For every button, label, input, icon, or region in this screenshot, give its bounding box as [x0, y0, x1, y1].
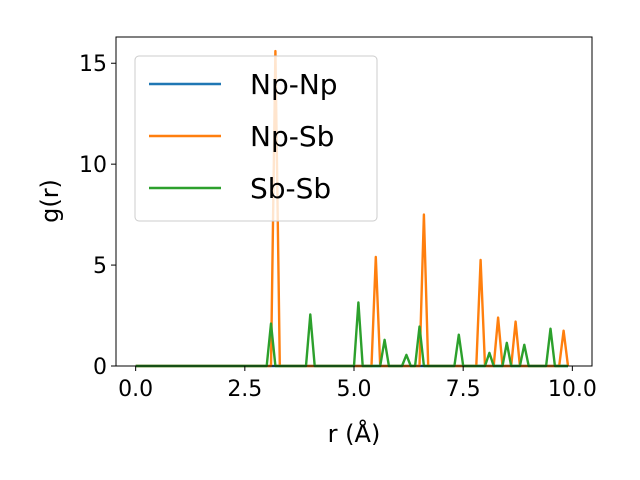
y-axis-label: g(r) [36, 179, 64, 223]
y-tick-label: 5 [93, 254, 107, 279]
y-axis-ticks: 0 5 10 15 [79, 52, 116, 380]
legend-label-1: Np-Np [250, 68, 338, 101]
x-tick-label: 2.5 [227, 377, 262, 402]
legend-box [134, 55, 378, 222]
legend-label-3: Sb-Sb [250, 172, 331, 205]
y-tick-label: 15 [79, 52, 107, 77]
legend-entries: Np-Np Np-Sb Sb-Sb [149, 68, 338, 205]
legend-label-2: Np-Sb [250, 120, 334, 153]
legend: Np-Np Np-Sb Sb-Sb [134, 55, 378, 222]
series-line-3 [135, 301, 568, 368]
x-tick-label: 10.0 [548, 377, 597, 402]
x-axis-label: r (Å) [328, 419, 381, 448]
x-tick-label: 7.5 [446, 377, 481, 402]
y-tick-label: 0 [93, 355, 107, 380]
y-tick-label: 10 [79, 153, 107, 178]
x-axis-ticks: 0.0 2.5 5.0 7.5 10.0 [118, 366, 597, 402]
x-tick-label: 5.0 [337, 377, 372, 402]
x-tick-label: 0.0 [118, 377, 153, 402]
